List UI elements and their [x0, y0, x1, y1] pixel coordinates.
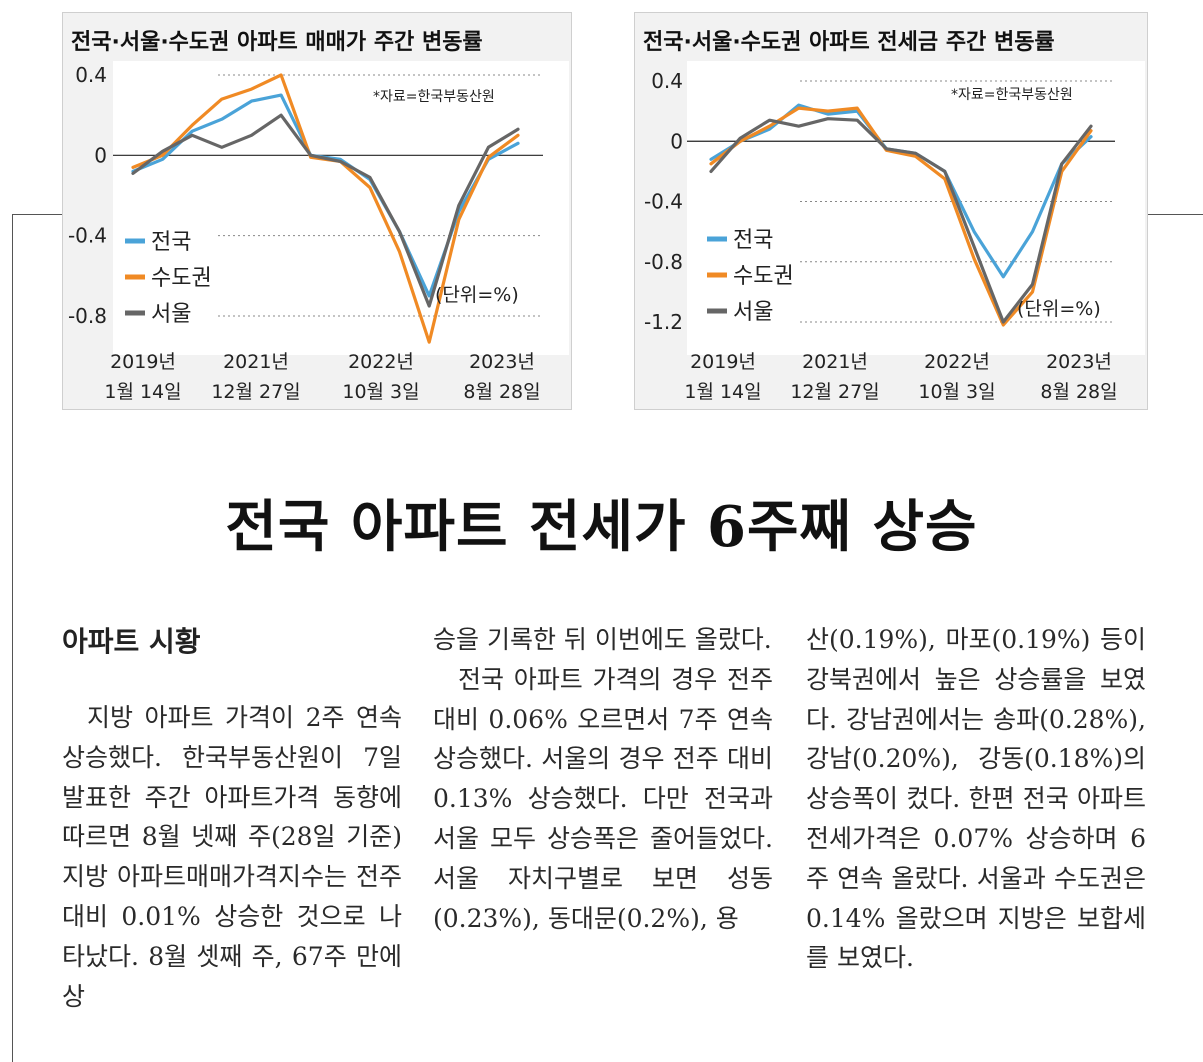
right-frame-horizontal-rule [1148, 214, 1203, 215]
x-tick-date: 10월 3일 [918, 381, 995, 403]
series-lines [709, 103, 1093, 327]
y-gridlines [687, 80, 1115, 323]
y-tick-label: 0 [94, 143, 107, 167]
legend-label: 전국 [151, 230, 191, 255]
left-frame-horizontal-rule [12, 214, 62, 215]
unit-label: (단위=%) [435, 284, 519, 306]
article-paragraph: 전국 아파트 가격의 경우 전주 대비 0.06% 오르면서 7주 연속 상승했… [433, 664, 773, 933]
x-tick-year: 2021년 [223, 351, 289, 373]
series-line-서울 [131, 113, 520, 308]
x-tick-date: 1월 14일 [104, 381, 181, 403]
legend-label: 수도권 [733, 264, 794, 289]
y-tick-label: -1.2 [644, 310, 683, 334]
article-paragraph: 지방 아파트 가격이 2주 연속 상승했다. 한국부동산원이 7일 발표한 주간… [62, 703, 402, 1011]
x-tick-year: 2019년 [690, 351, 756, 373]
x-tick-date: 10월 3일 [342, 381, 419, 403]
y-tick-label: -0.8 [644, 250, 683, 274]
y-tick-labels: 0.4 0 -0.4 -0.8 [68, 63, 107, 328]
series-lines [131, 73, 520, 344]
x-tick-date: 8월 28일 [463, 381, 540, 403]
y-tick-label: -0.4 [68, 224, 107, 248]
x-tick-date: 12월 27일 [790, 381, 879, 403]
headline: 전국 아파트 전세가 6주째 상승 [225, 494, 978, 560]
source-note: *자료=한국부동산원 [951, 87, 1073, 103]
unit-label: (단위=%) [1017, 298, 1101, 320]
y-tick-label: -0.4 [644, 190, 683, 214]
series-line-수도권 [709, 106, 1093, 327]
sale-price-chart: 전국·서울·수도권 아파트 매매가 주간 변동률 0.4 0 -0.4 -0.8 *자… [62, 12, 572, 410]
plot-area [113, 61, 569, 355]
x-tick-date: 12월 27일 [211, 381, 300, 403]
source-note: *자료=한국부동산원 [373, 89, 495, 105]
section-title: 아파트 시황 [62, 625, 201, 658]
x-tick-labels: 2019년 1월 14일 2021년 12월 27일 2022년 10월 3일 2023년 8… [104, 351, 540, 403]
x-tick-year: 2022년 [348, 351, 414, 373]
article-column-3: 산(0.19%), 마포(0.19%) 등이 강북권에서 높은 상승률을 보였다… [806, 620, 1146, 978]
x-tick-year: 2023년 [1046, 351, 1112, 373]
x-tick-year: 2021년 [802, 351, 868, 373]
x-tick-year: 2019년 [110, 351, 176, 373]
chart-title: 전국·서울·수도권 아파트 전세금 주간 변동률 [643, 30, 1055, 55]
legend-label: 서울 [733, 300, 773, 325]
series-line-서울 [709, 117, 1093, 324]
jeonse-chart: 전국·서울·수도권 아파트 전세금 주간 변동률 0.4 0 -0.4 -0.8 -1.… [634, 12, 1148, 410]
x-tick-date: 8월 28일 [1040, 381, 1117, 403]
y-tick-label: 0.4 [75, 63, 107, 87]
legend-label: 수도권 [151, 266, 212, 291]
x-tick-year: 2022년 [924, 351, 990, 373]
article-paragraph-continued: 산(0.19%), 마포(0.19%) 등이 강북권에서 높은 상승률을 보였다… [806, 625, 1146, 973]
plot-area [687, 61, 1145, 355]
y-gridlines [113, 74, 543, 317]
chart-title: 전국·서울·수도권 아파트 매매가 주간 변동률 [71, 30, 483, 55]
x-tick-labels: 2019년 1월 14일 2021년 12월 27일 2022년 10월 3일 2023년 8… [684, 351, 1117, 403]
y-tick-label: 0.4 [651, 69, 683, 93]
y-tick-labels: 0.4 0 -0.4 -0.8 -1.2 [644, 69, 683, 334]
article-paragraph-continued: 승을 기록한 뒤 이번에도 올랐다. [433, 625, 772, 654]
y-tick-label: -0.8 [68, 304, 107, 328]
x-tick-year: 2023년 [469, 351, 535, 373]
x-tick-date: 1월 14일 [684, 381, 761, 403]
legend-label: 서울 [151, 302, 191, 327]
article-column-1: 아파트 시황 지방 아파트 가격이 2주 연속 상승했다. 한국부동산원이 7일… [62, 620, 402, 1016]
legend-label: 전국 [733, 228, 773, 253]
y-tick-label: 0 [670, 129, 683, 153]
left-frame-vertical-rule [12, 214, 13, 1062]
article-column-2: 승을 기록한 뒤 이번에도 올랐다. 전국 아파트 가격의 경우 전주 대비 0… [433, 620, 773, 938]
